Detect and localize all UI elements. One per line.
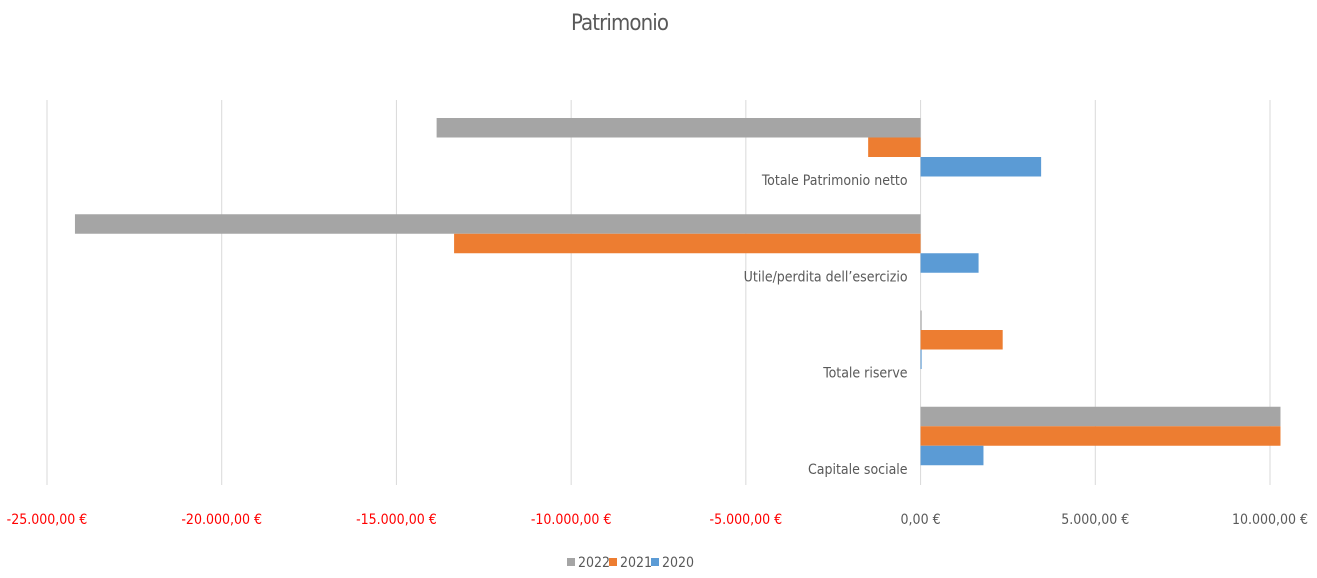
x-tick-label: 5.000,00 € bbox=[1061, 512, 1129, 528]
x-tick-label: 10.000,00 € bbox=[1232, 512, 1308, 528]
bar bbox=[920, 406, 1281, 427]
bar bbox=[920, 157, 1042, 177]
x-tick-label: -10.000,00 € bbox=[531, 512, 612, 528]
legend-swatch bbox=[651, 558, 659, 566]
x-tick-label: -5.000,00 € bbox=[710, 512, 783, 528]
bar bbox=[436, 118, 921, 138]
bar bbox=[920, 330, 1003, 350]
legend-label: 2020 bbox=[662, 555, 694, 571]
chart-title: Patrimonio bbox=[571, 11, 669, 36]
bar bbox=[920, 426, 1281, 446]
x-tick-label: -20.000,00 € bbox=[181, 512, 262, 528]
x-tick-label: -25.000,00 € bbox=[7, 512, 88, 528]
bar bbox=[868, 137, 921, 157]
legend-swatch bbox=[609, 558, 617, 566]
x-tick-label: -15.000,00 € bbox=[356, 512, 437, 528]
bar bbox=[920, 445, 984, 466]
bar bbox=[74, 214, 921, 234]
category-label: Totale Patrimonio netto bbox=[761, 173, 908, 189]
bar bbox=[454, 233, 921, 254]
bar bbox=[920, 349, 922, 369]
legend-swatch bbox=[567, 558, 575, 566]
legend-label: 2022 bbox=[578, 555, 610, 571]
category-label: Totale riserve bbox=[822, 366, 908, 382]
x-tick-label: 0,00 € bbox=[901, 512, 941, 528]
category-label: Capitale sociale bbox=[808, 462, 908, 478]
bar bbox=[920, 253, 979, 273]
legend-label: 2021 bbox=[620, 555, 652, 571]
category-label: Utile/perdita dell’esercizio bbox=[744, 269, 908, 285]
bar bbox=[920, 310, 922, 330]
